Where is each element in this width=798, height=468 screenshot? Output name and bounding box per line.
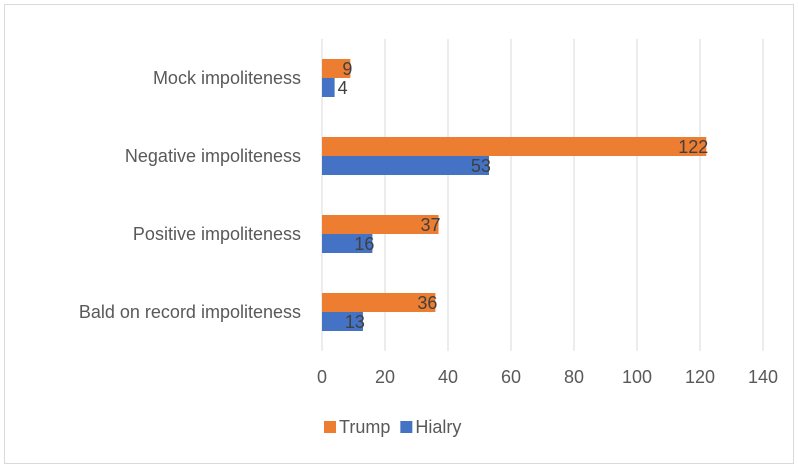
bar-hialry [322,234,373,253]
data-label: 37 [421,215,441,235]
x-tick-label: 20 [375,367,395,387]
x-tick-label: 40 [438,367,458,387]
bar-trump [322,59,351,78]
category-labels: Mock impoliteness Negative impoliteness Po… [79,68,301,322]
legend-label: Trump [339,417,390,437]
legend-label: Hialry [415,417,461,437]
x-tick-label: 60 [501,367,521,387]
bar-trump [322,215,439,234]
bar-trump [322,293,436,312]
x-tick-labels: 0 20 40 60 80 100 120 140 [317,367,778,387]
category-label: Bald on record impoliteness [79,302,301,322]
gridlines [321,39,764,351]
data-label: 4 [338,78,348,98]
category-label: Positive impoliteness [133,224,301,244]
category-label: Mock impoliteness [153,68,301,88]
legend-item-hialry[interactable]: Hialry [400,417,461,437]
data-label: 122 [678,137,708,157]
x-tick-label: 80 [564,367,584,387]
bar-hialry [322,78,335,97]
legend[interactable]: Trump Hialry [324,417,461,437]
legend-swatch [400,421,413,433]
data-label: 9 [342,59,352,79]
bar-chart: 94 122 53 37 16 36 13 Mock impoliteness Negativ… [79,39,778,437]
legend-item-trump[interactable]: Trump [324,417,390,437]
bar-hialry [322,312,363,331]
bars [322,59,707,331]
bar-hialry [322,156,489,175]
category-label: Negative impoliteness [125,146,301,166]
data-label: 53 [471,156,491,176]
x-tick-label: 100 [622,367,652,387]
data-label: 13 [345,312,365,332]
bar-trump [322,137,707,156]
x-tick-label: 120 [685,367,715,387]
x-tick-label: 0 [317,367,327,387]
data-label: 36 [417,293,437,313]
data-labels: 94 122 53 37 16 36 13 [338,59,709,332]
chart-frame: 9 4 122 53 37 16 36 13 Mock impoliteness Negativ… [4,4,794,464]
data-label: 16 [354,234,374,254]
x-tick-label: 140 [748,367,778,387]
legend-swatch [324,421,336,433]
